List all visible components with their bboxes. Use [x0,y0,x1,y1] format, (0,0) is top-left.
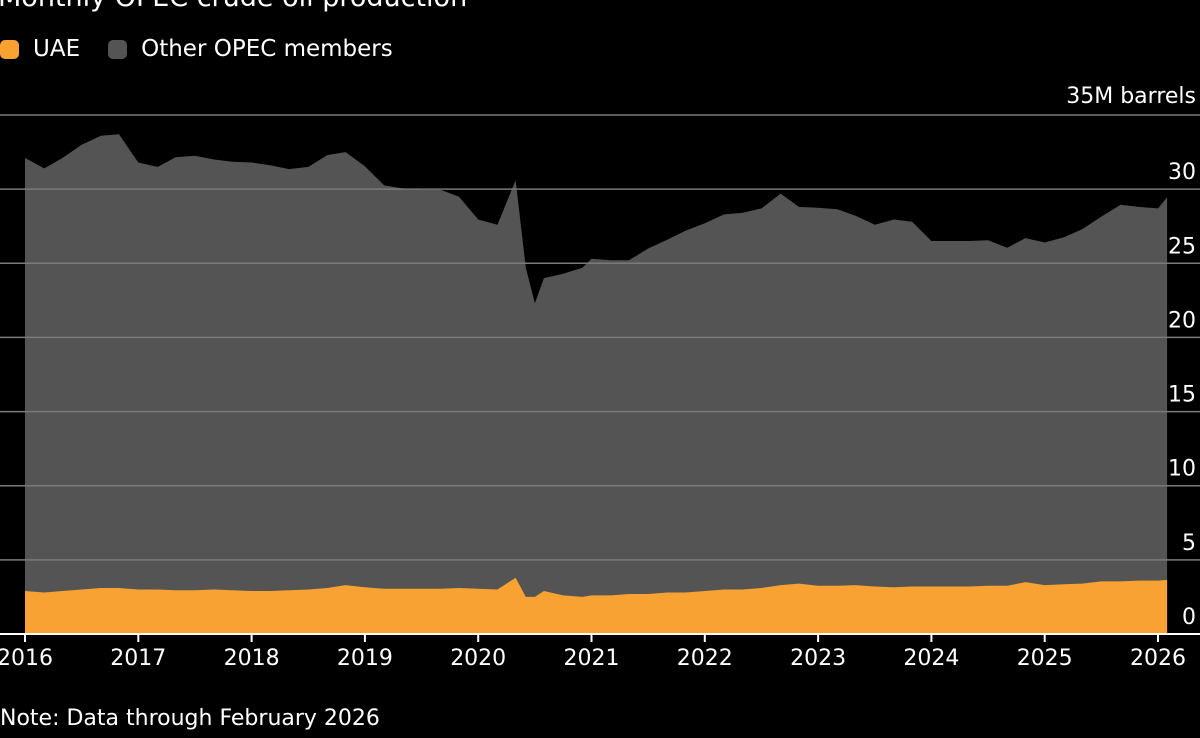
y-tick-label-5: 5 [1182,531,1196,556]
y-tick-label-25: 25 [1168,234,1196,259]
legend-swatch-uae [0,39,19,59]
x-tick-label-2020: 2020 [450,646,506,671]
legend-label-other-opec: Other OPEC members [141,36,393,62]
legend-swatch-other-opec [108,39,128,59]
x-tick-label-2023: 2023 [790,646,846,671]
legend-label-uae: UAE [33,36,81,62]
y-tick-label-15: 15 [1168,383,1196,408]
x-tick-label-2017: 2017 [110,646,166,671]
x-tick-label-2026: 2026 [1130,646,1186,671]
x-tick-label-2025: 2025 [1017,646,1073,671]
x-tick-label-2022: 2022 [677,646,733,671]
y-tick-label-30: 30 [1168,160,1196,185]
x-tick-label-2021: 2021 [564,646,620,671]
area-uae [25,577,1168,634]
y-tick-label-10: 10 [1168,457,1196,482]
legend: UAE Other OPEC members [0,36,421,62]
x-tick-label-2024: 2024 [903,646,959,671]
chart-title: Monthly OPEC crude oil production [0,0,467,13]
x-tick-label-2019: 2019 [337,646,393,671]
x-tick-label-2018: 2018 [224,646,280,671]
legend-item-other-opec: Other OPEC members [108,36,393,62]
y-tick-label-0: 0 [1182,605,1196,630]
legend-item-uae: UAE [0,36,80,62]
area-other-opec [25,134,1168,635]
x-tick-label-2016: 2016 [0,646,53,671]
footnote: Note: Data through February 2026 [0,706,380,731]
y-tick-label-20: 20 [1168,308,1196,333]
y-tick-label-35: 35M barrels [1066,84,1196,109]
